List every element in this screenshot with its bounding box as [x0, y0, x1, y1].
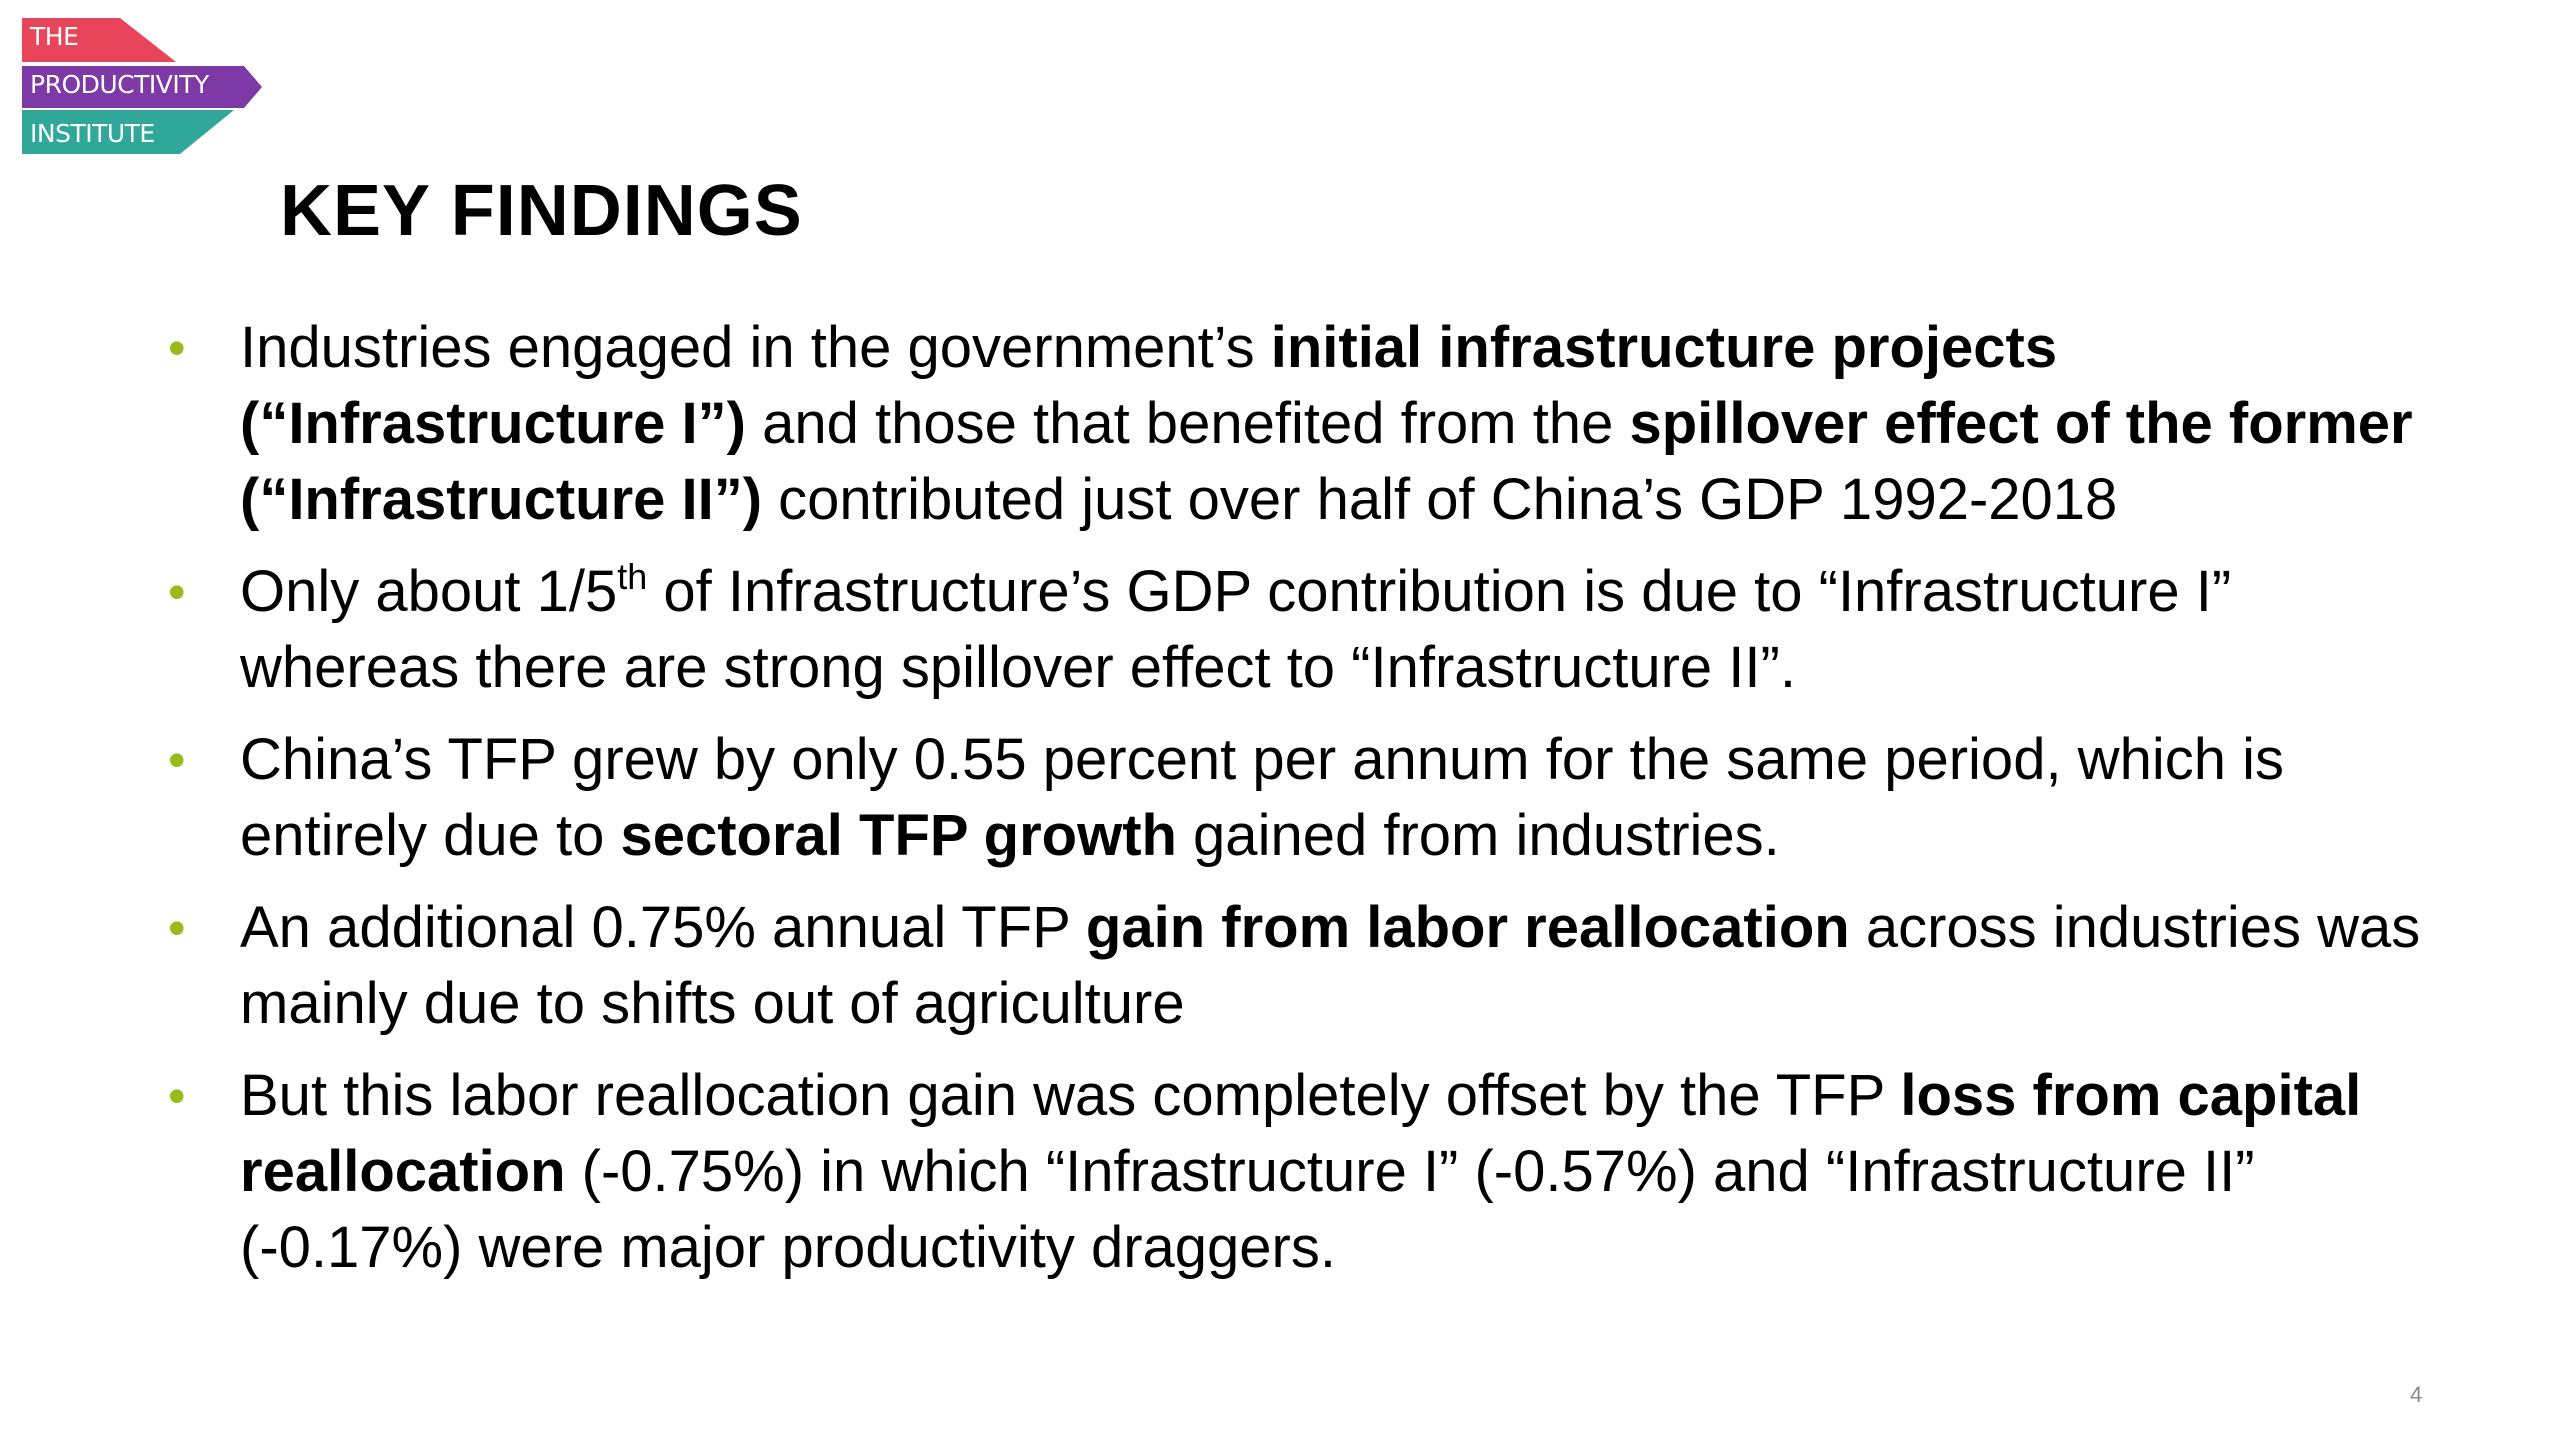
finding-5-text-b: (-0.75%) in which “Infrastructure I” (-0…: [240, 1139, 2255, 1280]
finding-item-5: • But this labor reallocation gain was c…: [160, 1058, 2460, 1286]
bullet-icon: •: [168, 1068, 186, 1124]
logo-bottom-band: [22, 110, 234, 154]
finding-3-text-a: China’s TFP grew by only 0.55 percent pe…: [240, 727, 2284, 868]
logo-text-productivity: PRODUCTIVITY: [30, 70, 209, 99]
finding-3-bold-a: sectoral TFP growth: [620, 803, 1177, 868]
bullet-icon: •: [168, 732, 186, 788]
finding-4-text-b: across industries was mainly due to shif…: [240, 895, 2421, 1036]
bullet-icon: •: [168, 320, 186, 376]
finding-item-4: • An additional 0.75% annual TFP gain fr…: [160, 890, 2460, 1042]
finding-2-text-a: Only about 1/5: [240, 559, 618, 624]
logo-middle-band: [22, 66, 262, 108]
logo-text-institute: INSTITUTE: [30, 119, 155, 148]
bullet-icon: •: [168, 900, 186, 956]
finding-1-bold-a: initial infrastructure projects (“Infras…: [240, 315, 2058, 456]
slide-title: KEY FINDINGS: [280, 171, 803, 251]
finding-item-1: • Industries engaged in the government’s…: [160, 310, 2460, 538]
bullet-icon: •: [168, 564, 186, 620]
finding-4-bold-a: gain from labor reallocation: [1085, 895, 1850, 960]
finding-4-text-a: An additional 0.75% annual TFP: [240, 895, 1086, 960]
finding-1-bold-b: spillover effect of the former (“Infrast…: [240, 391, 2413, 532]
logo-top-band: [22, 18, 176, 62]
productivity-institute-logo: THE PRODUCTIVITY INSTITUTE: [0, 0, 290, 170]
finding-1-text-c: contributed just over half of China’s GD…: [762, 467, 2118, 532]
finding-item-2: • Only about 1/5th of Infrastructure’s G…: [160, 554, 2460, 706]
finding-1-text-a: Industries engaged in the government’s: [240, 315, 1271, 380]
page-number: 4: [2410, 1382, 2423, 1407]
finding-item-3: • China’s TFP grew by only 0.55 percent …: [160, 722, 2460, 874]
finding-2-superscript: th: [617, 556, 648, 597]
finding-5-text-a: But this labor reallocation gain was com…: [240, 1063, 1901, 1128]
finding-1-text-b: and those that benefited from the: [745, 391, 1630, 456]
finding-3-text-b: gained from industries.: [1176, 803, 1780, 868]
logo-text-the: THE: [30, 22, 79, 51]
finding-2-text-b: of Infrastructure’s GDP contribution is …: [240, 559, 2232, 700]
logo-shapes-icon: [22, 18, 262, 154]
key-findings-list: • Industries engaged in the government’s…: [160, 310, 2460, 1302]
finding-5-bold-a: loss from capital reallocation: [240, 1063, 2362, 1204]
